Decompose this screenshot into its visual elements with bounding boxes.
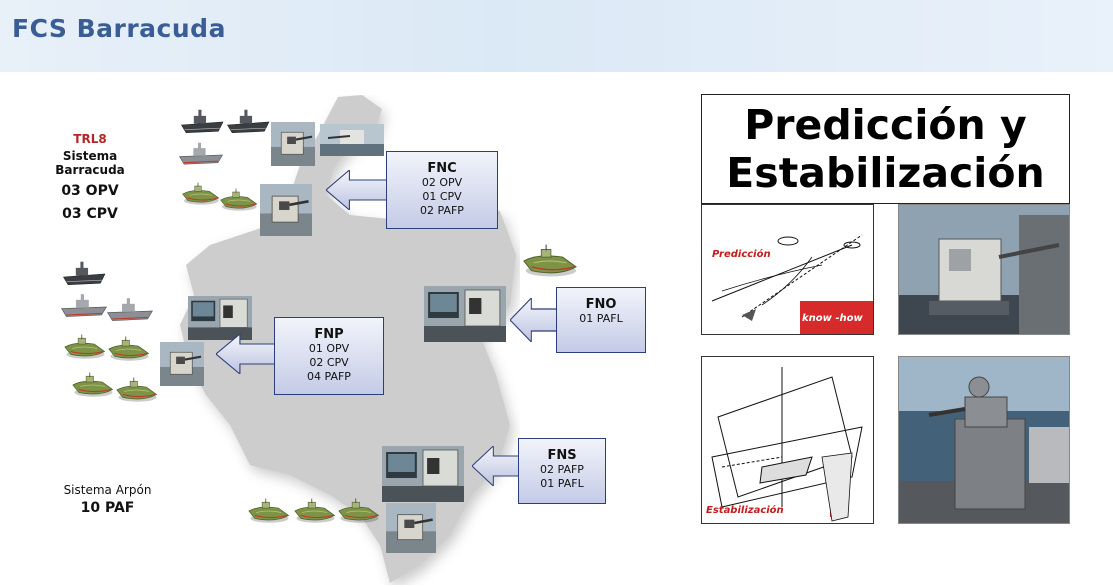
patrol-boat-icon: [106, 332, 150, 366]
stabilization-label: Estabilización: [706, 505, 784, 516]
patrol-boat-icon: [114, 372, 158, 408]
patrol-boat-icon: [62, 330, 106, 364]
prediction-diagram: Predicción know -how: [701, 204, 874, 335]
gun-turret-photo: [898, 356, 1070, 524]
prediction-label: Predicción: [712, 249, 771, 260]
paf-count: 10 PAF: [80, 500, 135, 516]
patrol-boat-icon: [218, 182, 258, 218]
gun-turret-icon: [899, 205, 1069, 334]
prediction-title-line2: Estabilización: [726, 149, 1045, 197]
ship-icon: [60, 290, 108, 324]
ship-photo-icon: [320, 124, 384, 156]
ship-icon: [226, 104, 272, 140]
prediction-sketch-icon: [711, 234, 873, 334]
prediction-title-box: Predicción y Estabilización: [701, 94, 1070, 204]
page-title: FCS Barracuda: [12, 14, 226, 43]
fns-line: 02 PAFP: [540, 463, 584, 476]
fnc-line: 02 OPV: [421, 176, 463, 189]
cpv-count: 03 CPV: [62, 206, 118, 222]
patrol-boat-icon: [70, 368, 114, 402]
fns-box: FNS 02 PAFP 01 PAFL: [518, 438, 606, 504]
gun-turret-icon: [386, 502, 436, 554]
ship-icon: [180, 104, 226, 140]
fnp-title: FNP: [314, 327, 344, 342]
fno-line: 01 PAFL: [579, 312, 623, 325]
fno-title: FNO: [585, 297, 617, 312]
prediction-title-line1: Predicción y: [744, 101, 1027, 149]
fnc-title: FNC: [427, 161, 457, 176]
ship-icon: [106, 294, 154, 328]
gun-turret-photo: [898, 204, 1070, 335]
know-how-label: know -how: [802, 313, 863, 324]
fnc-box: FNC 02 OPV 01 CPV 02 PAFP: [386, 151, 498, 229]
fns-line: 01 PAFL: [540, 477, 584, 490]
stabilization-sketch-icon: [711, 367, 863, 522]
fnp-box: FNP 01 OPV 02 CPV 04 PAFP: [274, 317, 384, 395]
header-bar: FCS Barracuda: [0, 0, 1113, 72]
stabilization-diagram: Estabilización: [701, 356, 874, 524]
patrol-boat-icon: [292, 492, 336, 530]
fnc-line: 02 PAFP: [420, 204, 464, 217]
patrol-boat-icon: [246, 492, 290, 530]
patrol-boat-icon: [180, 176, 220, 212]
ship-icon: [62, 256, 108, 292]
fnp-line: 01 OPV: [308, 342, 350, 355]
ship-icon: [178, 138, 224, 172]
console-photo-icon: [424, 286, 506, 342]
fno-box: FNO 01 PAFL: [556, 287, 646, 353]
opv-count: 03 OPV: [61, 183, 119, 199]
arpon-system: Sistema Arpón: [63, 483, 152, 497]
gun-turret-icon: [260, 184, 312, 236]
fnp-line: 02 CPV: [309, 356, 349, 369]
gun-turret-icon: [160, 342, 204, 386]
fnc-line: 01 CPV: [422, 190, 462, 203]
trl-label: TRL8: [73, 132, 107, 146]
patrol-boat-icon: [336, 492, 380, 530]
gun-turret-icon: [269, 122, 317, 166]
gun-turret-icon: [899, 357, 1069, 523]
fns-title: FNS: [547, 448, 577, 463]
console-photo-icon: [382, 446, 464, 502]
patrol-boat-icon: [520, 240, 578, 282]
system-name: Sistema Barracuda: [55, 149, 125, 177]
fnp-line: 04 PAFP: [307, 370, 351, 383]
